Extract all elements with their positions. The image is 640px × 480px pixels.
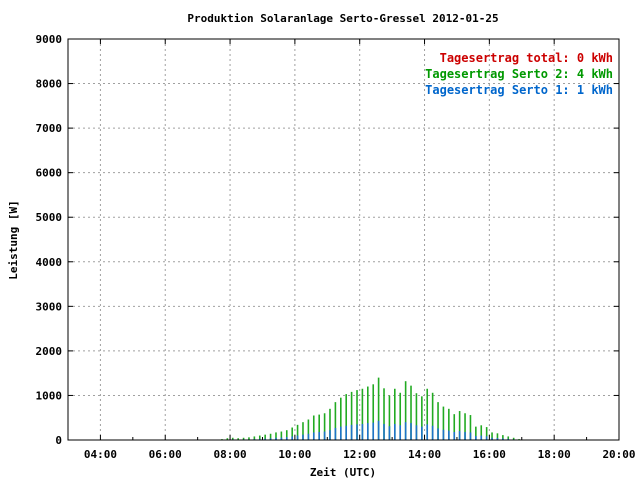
x-tick-label: 14:00 [408,448,441,461]
legend-entry: Tagesertrag total: 0 kWh [440,51,613,65]
y-tick-label: 8000 [36,78,63,91]
legend-entry: Tagesertrag Serto 2: 4 kWh [425,67,613,81]
x-tick-label: 06:00 [149,448,182,461]
x-tick-label: 10:00 [278,448,311,461]
x-axis-label: Zeit (UTC) [310,466,376,479]
y-tick-label: 5000 [36,211,63,224]
x-tick-label: 20:00 [602,448,635,461]
x-tick-label: 16:00 [473,448,506,461]
y-tick-label: 9000 [36,33,63,46]
y-axis-label: Leistung [W] [7,200,20,279]
x-tick-label: 18:00 [538,448,571,461]
y-tick-label: 3000 [36,300,63,313]
y-tick-label: 1000 [36,389,63,402]
plot-frame [67,38,620,441]
chart-title: Produktion Solaranlage Serto-Gressel 201… [187,12,498,25]
y-tick-label: 7000 [36,122,63,135]
x-tick-label: 04:00 [84,448,117,461]
x-tick-label: 12:00 [343,448,376,461]
y-tick-label: 4000 [36,256,63,269]
x-axis-ticks: 04:00 06:00 08:00 10:00 12:00 14:00 16:00 18:00… [67,39,636,461]
legend: Tagesertrag total: 0 kWh Tagesertrag Sert… [425,51,613,97]
y-tick-label: 2000 [36,345,63,358]
x-tick-label: 08:00 [213,448,246,461]
grid [68,39,620,440]
legend-entry: Tagesertrag Serto 1: 1 kWh [425,83,613,97]
y-axis-ticks: 0 1000 2000 3000 4000 5000 6000 7000 8000 9000 [36,33,619,447]
y-tick-label: 6000 [36,167,63,180]
bars [221,377,520,440]
y-tick-label: 0 [55,434,62,447]
